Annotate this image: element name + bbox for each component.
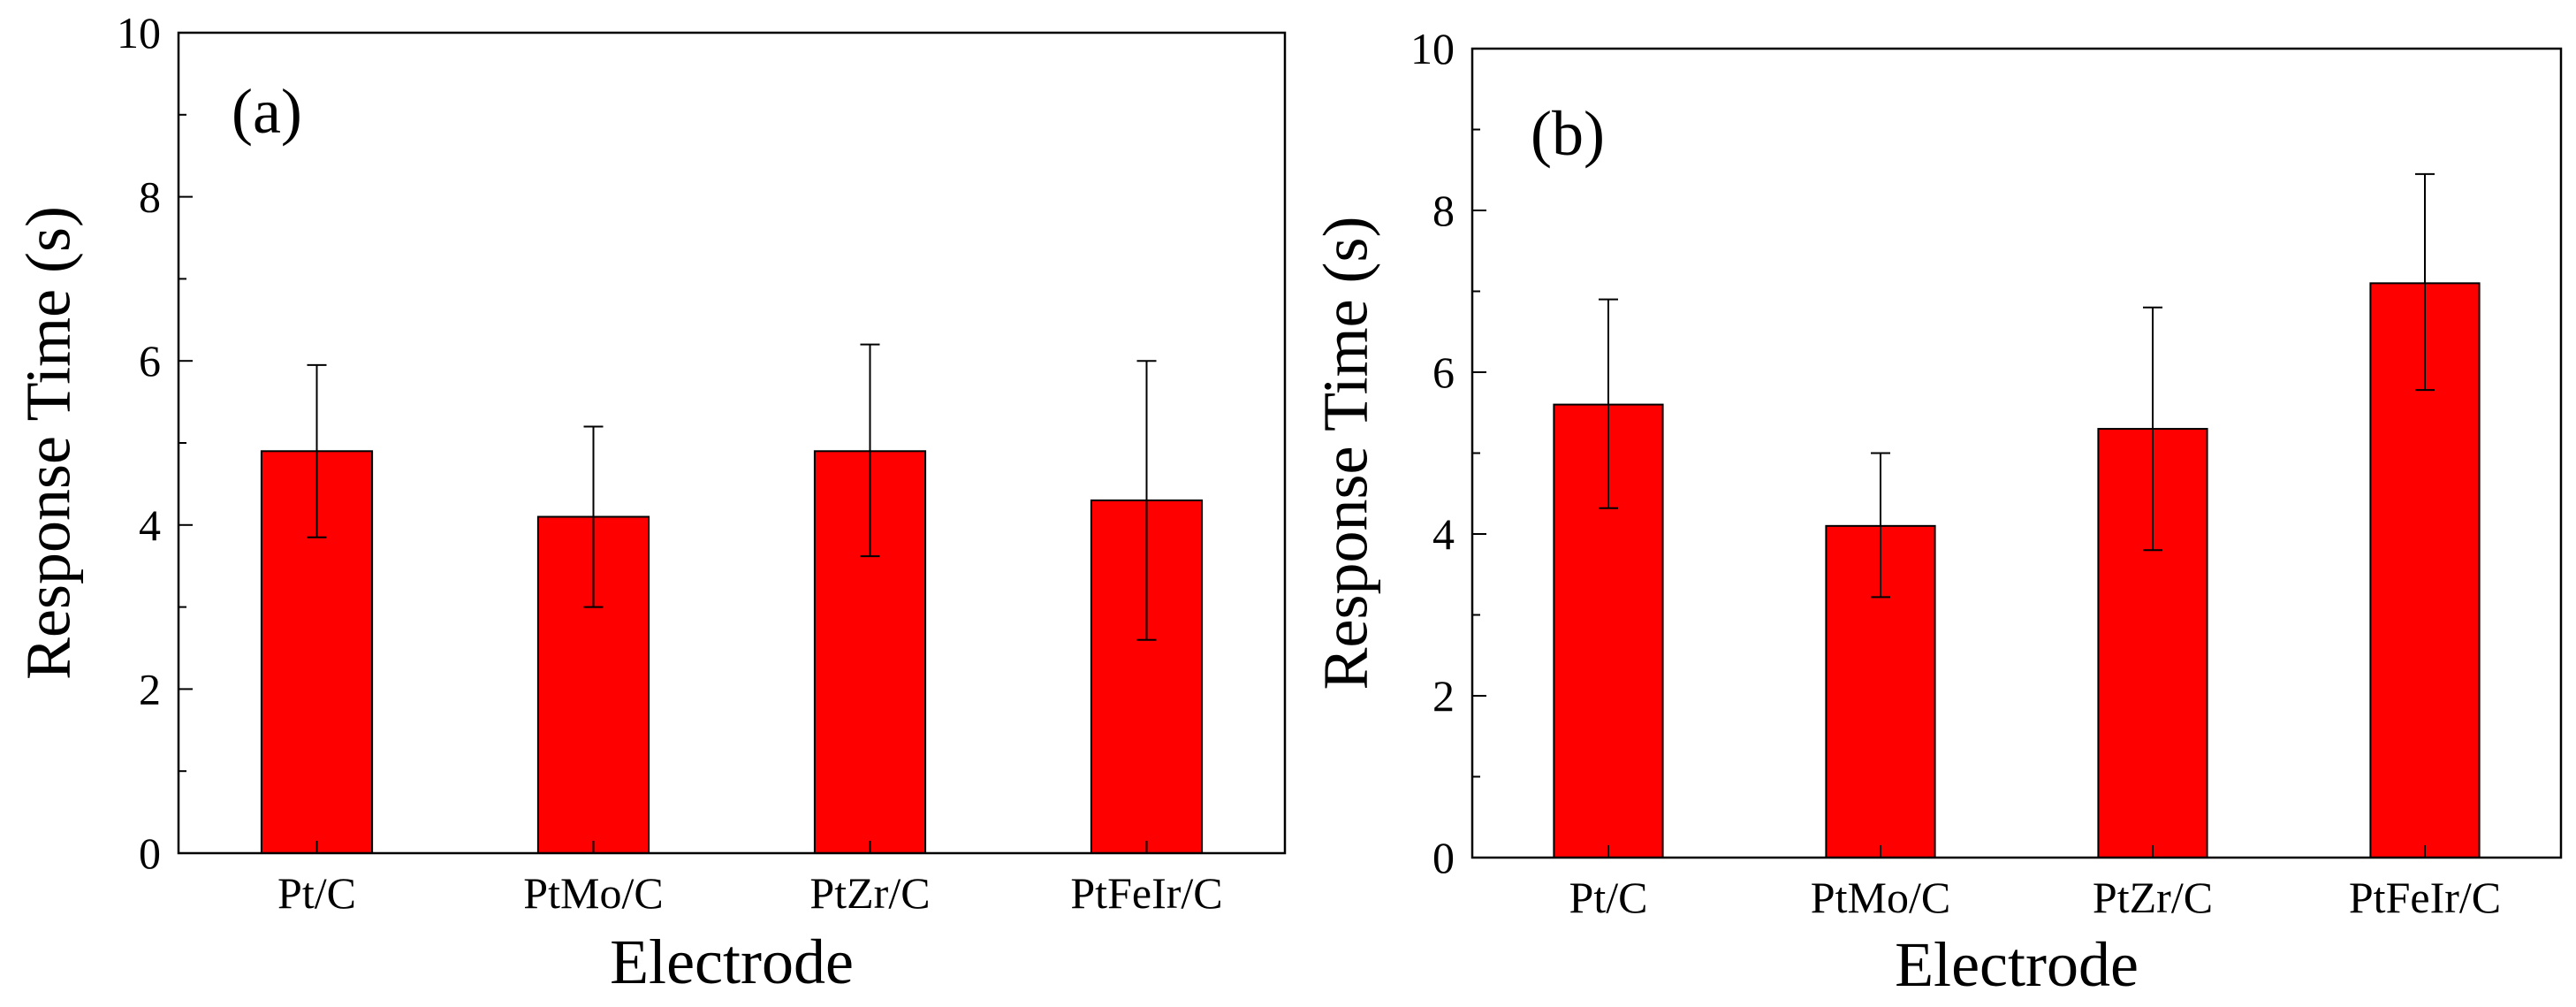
y-tick-label: 0 [1432,833,1455,882]
x-tick-label: PtFeIr/C [2349,873,2501,922]
panel-label: (a) [232,76,302,147]
y-tick-label: 0 [139,828,161,878]
y-axis-title: Response Time (s) [13,206,84,680]
x-axis-title: Electrode [1895,929,2139,1000]
chart-panel-b: Pt/C PtMo/C PtZr/C PtFeIr/C 0 2 4 6 8 10 Electrode… [1311,24,2563,1000]
y-tick-label: 8 [1432,186,1455,235]
y-tick-label: 4 [1432,509,1455,559]
y-tick-label: 10 [1410,24,1455,73]
x-tick-label: Pt/C [1569,873,1648,922]
x-tick-label: PtMo/C [523,868,663,918]
panel-label: (b) [1531,98,1605,169]
x-tick-label: PtZr/C [2093,873,2213,922]
y-axis-title: Response Time (s) [1311,216,1381,690]
chart-panel-a: Pt/C PtMo/C PtZr/C PtFeIr/C 0 2 4 6 8 10 Electrode… [13,8,1287,997]
y-tick-label: 10 [117,8,161,57]
x-tick-label: Pt/C [277,868,356,918]
y-tick-label: 6 [139,336,161,385]
x-tick-label: PtFeIr/C [1070,868,1222,918]
y-tick-label: 4 [139,500,161,550]
x-tick-label: PtMo/C [1811,873,1950,922]
x-axis-title: Electrode [610,927,854,997]
y-tick-label: 8 [139,172,161,222]
y-tick-label: 6 [1432,347,1455,397]
y-tick-label: 2 [139,664,161,713]
x-tick-label: PtZr/C [809,868,930,918]
y-tick-label: 2 [1432,671,1455,721]
